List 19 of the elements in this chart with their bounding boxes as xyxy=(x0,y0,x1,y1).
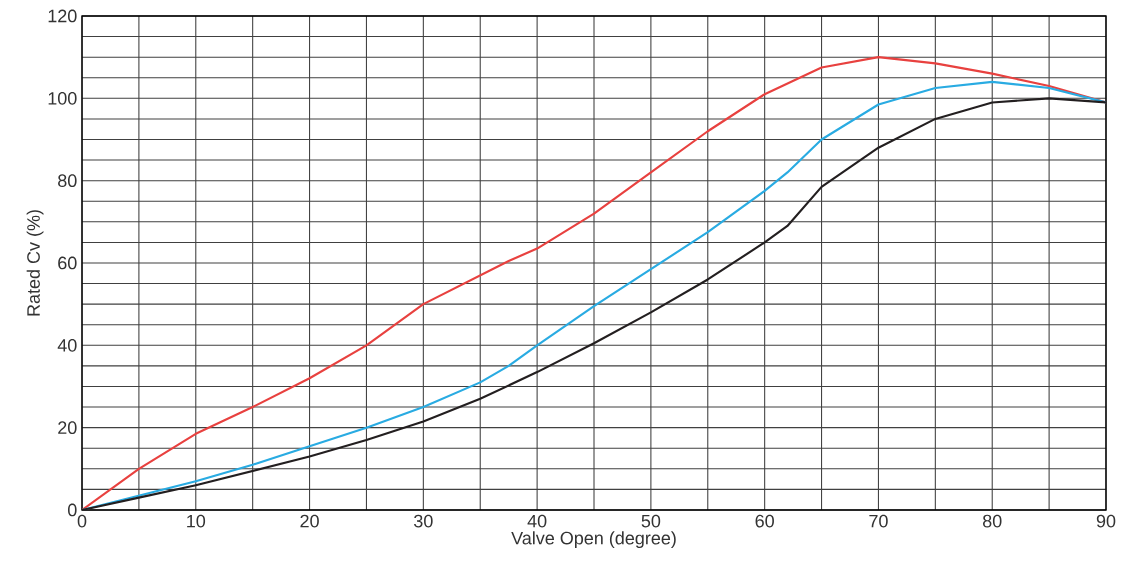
y-tick-label: 100 xyxy=(48,91,77,105)
y-tick-label: 60 xyxy=(58,256,77,270)
y-tick-label: 20 xyxy=(58,421,77,435)
x-tick-label: 20 xyxy=(300,514,319,528)
y-tick-label: 120 xyxy=(48,9,77,23)
y-tick-label: 40 xyxy=(57,338,77,352)
y-axis-title: Rated Cv (%) xyxy=(26,210,44,316)
y-tick-label: 80 xyxy=(58,174,77,188)
x-tick-label: 70 xyxy=(869,514,888,528)
x-tick-label: 10 xyxy=(187,514,206,528)
x-tick-label: 80 xyxy=(982,514,1002,528)
x-axis-title: Valve Open (degree) xyxy=(511,531,676,549)
x-tick-label: 0 xyxy=(77,514,87,528)
y-tick-label: 0 xyxy=(68,503,77,517)
x-tick-label: 50 xyxy=(641,514,661,528)
x-tick-label: 40 xyxy=(527,514,547,528)
x-tick-label: 90 xyxy=(1096,514,1116,528)
x-tick-label: 30 xyxy=(414,514,433,528)
x-tick-label: 60 xyxy=(755,514,774,528)
